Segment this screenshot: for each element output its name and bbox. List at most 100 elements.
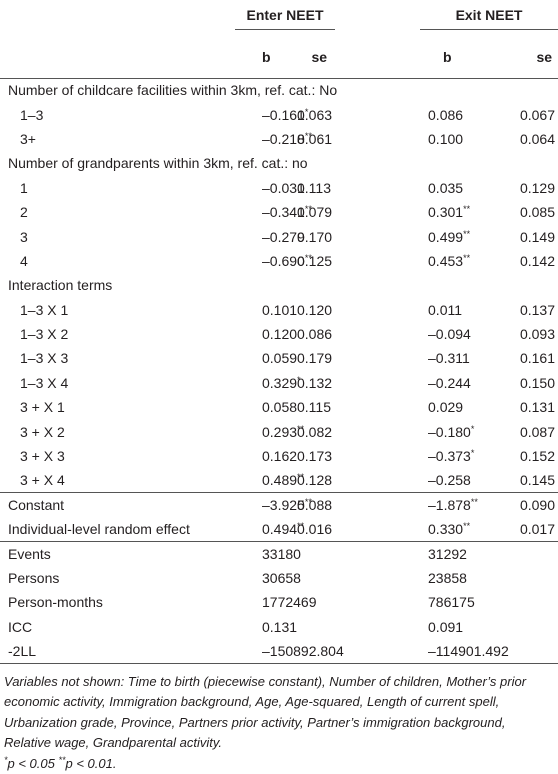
table-row: Person-months 1772469 786175 (0, 590, 558, 614)
cell: 1772469 (262, 594, 317, 611)
table-row: 3 + X 2 0.293** 0.082 –0.180* 0.087 (0, 419, 558, 443)
row-label: 3 + X 4 (20, 472, 65, 489)
table-row: Constant –3.925** 0.088 –1.878** 0.090 (0, 492, 558, 518)
cell: –0.279 (262, 228, 305, 245)
page: Enter NEET Exit NEET b se b se Number of… (0, 6, 558, 771)
sub-header: se (536, 48, 553, 65)
cell: 0.120 (297, 301, 333, 318)
cell: 0.064 (519, 130, 556, 147)
cell: 0.011 (428, 301, 463, 318)
cell: 0.162 (262, 448, 298, 465)
sub-header: se (311, 48, 328, 65)
cell: 0.100 (428, 130, 464, 147)
cell: 0.079 (297, 204, 333, 221)
row-label: ICC (8, 618, 33, 635)
row-label: 1–3 X 1 (20, 301, 69, 318)
table: Enter NEET Exit NEET b se b se Number of… (0, 7, 558, 664)
cell: –0.258 (428, 472, 471, 489)
cell: 0.137 (519, 301, 556, 318)
cell: 30658 (262, 570, 301, 586)
row-label: 4 (20, 252, 28, 269)
row-label: 1–3 (20, 106, 44, 123)
cell: 0.131 (262, 618, 298, 635)
cell: –1.878** (335, 492, 478, 518)
cell: –0.373* (428, 448, 475, 465)
cell: 0.101 (262, 301, 298, 318)
cell: –0.218** (262, 130, 312, 147)
cell: –0.031 (262, 179, 305, 196)
cell: 0.088 (297, 492, 336, 518)
table-row: ICC 0.131 0.091 (0, 615, 558, 639)
sub-header: b (262, 48, 271, 65)
table-row: 1–3 X 1 0.101 0.120 0.011 0.137 (0, 298, 558, 322)
cell: 0.145 (519, 472, 556, 489)
cell: 0.091 (428, 618, 464, 635)
cell: 0.017 (519, 520, 556, 537)
table-row: 1–3 X 3 0.059 0.179 –0.311 0.161 (0, 346, 558, 370)
section-row: Number of grandparents within 3km, ref. … (0, 151, 558, 175)
table-row: 1–3 X 4 0.329* 0.132 –0.244 0.150 (0, 371, 558, 395)
cell: –0.180* (428, 423, 475, 440)
cell: 0.499** (428, 228, 471, 245)
table-row: Events 33180 31292 (0, 540, 558, 566)
table-row: -2LL –150892.804 –114901.492 (0, 638, 558, 664)
cell: 0.149 (519, 228, 556, 245)
cell: 0.489** (262, 472, 305, 489)
cell: 786175 (428, 594, 475, 611)
section-title: Number of childcare facilities within 3k… (8, 82, 338, 99)
row-label: 3 (20, 228, 28, 245)
table-row: Individual-level random effect 0.494** 0.0… (0, 517, 558, 541)
row-label: 1–3 X 2 (20, 326, 69, 343)
cell: 0.016 (297, 520, 333, 537)
table-row: 3 + X 1 0.058 0.115 0.029 0.131 (0, 395, 558, 419)
cell: 0.453** (428, 252, 471, 269)
table-row: 1–3 X 2 0.120 0.086 –0.094 0.093 (0, 322, 558, 346)
row-label: 1 (20, 179, 28, 196)
row-label: 2 (20, 204, 28, 221)
table-row: 3 –0.279 0.170 0.499** 0.149 (0, 224, 558, 248)
cell: –0.690** (262, 252, 312, 269)
row-label: Events (0, 540, 255, 566)
cell: 0.173 (297, 448, 333, 465)
cell: 0.059 (262, 350, 298, 367)
row-label: 3 + X 2 (20, 423, 65, 440)
cell: 0.120 (262, 326, 298, 343)
row-label: 1–3 X 4 (20, 374, 69, 391)
cell: 31292 (335, 540, 558, 566)
note: Variables not shown: Time to birth (piec… (4, 673, 527, 751)
section-row: Number of childcare facilities within 3k… (0, 78, 558, 102)
cell: –0.161* (262, 106, 309, 123)
cell: –3.925** (255, 492, 312, 518)
cell: 0.061 (297, 130, 333, 147)
cell: 0.067 (519, 106, 556, 123)
cell: 0.293** (262, 423, 305, 440)
row-label: 1–3 X 3 (20, 350, 69, 367)
table-row: 3 + X 4 0.489** 0.128 –0.258 0.145 (0, 468, 558, 492)
cell: 0.142 (519, 252, 556, 269)
cell: 0.301** (428, 204, 471, 221)
cell: 0.150 (519, 374, 556, 391)
cell: –0.341** (262, 204, 312, 221)
table-row: 3 + X 3 0.162 0.173 –0.373* 0.152 (0, 444, 558, 468)
cell: 0.063 (297, 106, 333, 123)
cell: 33180 (255, 540, 336, 566)
row-label: 3+ (20, 130, 36, 147)
table-row: 1 –0.031 0.113 0.035 0.129 (0, 176, 558, 200)
cell: 0.125 (297, 252, 333, 269)
table-body: Number of childcare facilities within 3k… (0, 78, 558, 664)
cell: 0.131 (519, 399, 556, 416)
cell: –0.094 (428, 326, 471, 343)
table-row: 2 –0.341** 0.079 0.301** 0.085 (0, 200, 558, 224)
row-label: Constant (0, 492, 255, 518)
cell: 0.082 (297, 423, 333, 440)
cell: 0.113 (297, 179, 331, 196)
cell: 0.128 (297, 472, 333, 489)
cell: 0.085 (519, 204, 556, 221)
section-title: Interaction terms (8, 277, 113, 294)
cell: 0.058 (262, 399, 298, 416)
sub-header: b (443, 48, 452, 65)
cell: 23858 (428, 570, 467, 586)
row-label: Person-months (8, 594, 103, 611)
cell: 0.086 (297, 326, 333, 343)
